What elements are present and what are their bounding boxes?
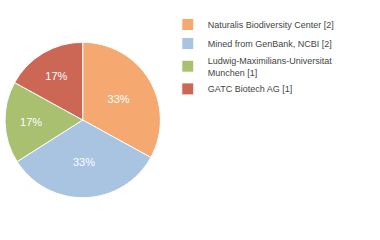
svg-text:Naturalis Biodiversity Center: Naturalis Biodiversity Center [2] (208, 20, 334, 30)
svg-text:Ludwig-Maximilians-Universitat: Ludwig-Maximilians-UniversitatMunchen [1… (208, 56, 333, 78)
svg-text:17%: 17% (45, 70, 67, 82)
svg-text:33%: 33% (73, 156, 95, 168)
svg-text:33%: 33% (108, 93, 130, 105)
svg-text:Mined from GenBank, NCBI [2]: Mined from GenBank, NCBI [2] (208, 39, 332, 49)
svg-text:GATC Biotech AG [1]: GATC Biotech AG [1] (208, 84, 292, 94)
svg-text:17%: 17% (20, 116, 42, 128)
